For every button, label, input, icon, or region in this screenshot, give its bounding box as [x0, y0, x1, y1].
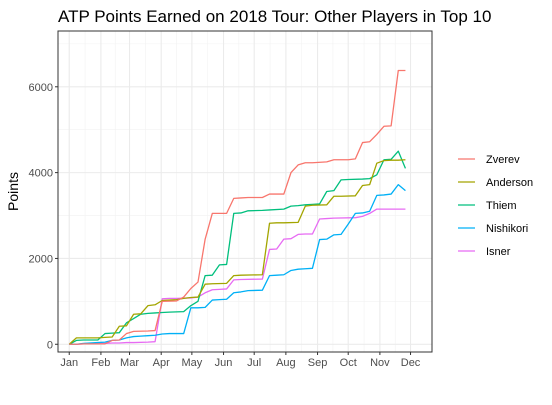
legend-label: Isner	[486, 246, 511, 258]
major-gridlines	[58, 31, 432, 352]
y-tick-label: 2000	[29, 253, 53, 265]
series-line-anderson	[68, 159, 406, 345]
legend: Zverev Anderson Thiem Nishikori Isner	[458, 154, 533, 258]
legend-label: Anderson	[486, 177, 533, 189]
x-tick-label: Dec	[401, 357, 421, 369]
x-tick-label: Aug	[276, 357, 296, 369]
legend-item-nishikori: Nishikori	[458, 223, 528, 235]
chart-title: ATP Points Earned on 2018 Tour: Other Pl…	[58, 7, 491, 26]
series-line-isner	[69, 208, 406, 345]
x-tick-label: May	[181, 357, 202, 369]
series-lines	[68, 69, 407, 345]
y-axis-title: Points	[5, 172, 21, 211]
plot-panel	[57, 30, 433, 353]
legend-label: Nishikori	[486, 223, 528, 235]
x-tick-label: Jun	[215, 357, 233, 369]
series-line-thiem	[68, 150, 407, 345]
series-line-zverev	[69, 69, 406, 345]
y-axis: 0 2000 4000 6000	[29, 82, 58, 351]
x-tick-label: Sep	[308, 357, 328, 369]
legend-item-isner: Isner	[458, 246, 511, 258]
legend-item-zverev: Zverev	[458, 154, 520, 166]
legend-label: Zverev	[486, 154, 520, 166]
x-tick-label: Mar	[120, 357, 139, 369]
x-tick-label: Nov	[370, 357, 390, 369]
legend-item-thiem: Thiem	[458, 200, 517, 212]
x-tick-label: Feb	[91, 357, 110, 369]
series-line-nishikori	[69, 183, 406, 345]
legend-label: Thiem	[486, 200, 517, 212]
x-axis: Jan Feb Mar Apr May Jun Jul Aug Sep Oct Nov Dec	[60, 352, 421, 369]
y-tick-label: 4000	[29, 168, 53, 180]
panel-border	[57, 30, 433, 353]
x-tick-label: Oct	[340, 357, 357, 369]
x-tick-label: Jan	[60, 357, 78, 369]
y-tick-label: 0	[47, 339, 53, 351]
x-tick-label: Apr	[153, 357, 170, 369]
panel-background	[58, 31, 432, 352]
y-tick-label: 6000	[29, 82, 53, 94]
x-tick-label: Jul	[247, 357, 261, 369]
legend-item-anderson: Anderson	[458, 177, 533, 189]
minor-gridlines	[58, 31, 432, 352]
